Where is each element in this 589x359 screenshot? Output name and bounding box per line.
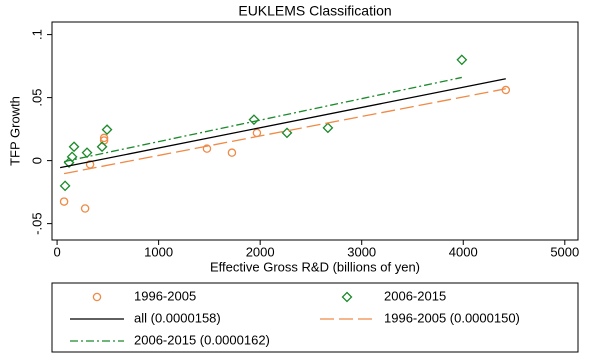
point (456, 54, 468, 66)
point (59, 197, 69, 206)
chart-title: EUKLEMS Classification (238, 3, 391, 19)
point (99, 133, 109, 143)
point (341, 291, 353, 303)
x-tick-label: 1000 (144, 244, 173, 259)
legend-box (51, 282, 579, 353)
x-tick-label: 4000 (449, 244, 478, 259)
x-tick-label: 3000 (347, 244, 376, 259)
point (59, 180, 71, 192)
y-tick-label: .05 (29, 89, 44, 107)
point (96, 141, 108, 153)
point (248, 114, 260, 126)
fit-line (63, 76, 462, 163)
y-tick-label: -.05 (29, 212, 44, 234)
x-axis-label: Effective Gross R&D (billions of yen) (210, 259, 420, 274)
point (227, 148, 237, 157)
fit-line (59, 78, 506, 169)
legend-label: 2006-2015 (384, 288, 446, 303)
x-tick-label: 5000 (550, 244, 579, 259)
point (66, 151, 78, 163)
legend-label: 1996-2005 (134, 288, 196, 303)
point (101, 124, 113, 136)
fit-line (63, 88, 506, 175)
legend-label: 1996-2005 (0.0000150) (384, 310, 520, 325)
point (202, 144, 212, 153)
x-tick-label: 2000 (246, 244, 275, 259)
legend-label: all (0.0000158) (134, 310, 221, 325)
point (281, 127, 293, 139)
point (322, 122, 334, 134)
point (80, 204, 90, 213)
y-tick-label: 0 (29, 157, 44, 164)
point (68, 141, 80, 153)
legend-label: 2006-2015 (0.0000162) (134, 332, 270, 347)
y-tick-label: .1 (29, 29, 44, 40)
x-tick-label: 0 (53, 244, 60, 259)
plot-frame (51, 21, 579, 241)
point (92, 292, 102, 302)
y-axis-label: TFP Growth (7, 96, 22, 166)
